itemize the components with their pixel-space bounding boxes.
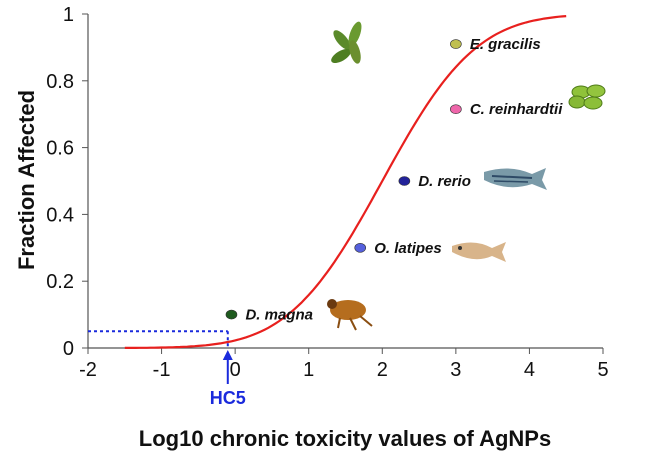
species-label: D. magna (245, 307, 313, 324)
y-ticks: 0 0.2 0.4 0.6 0.8 1 (46, 4, 88, 360)
chlamydomonas-image (568, 84, 606, 110)
medaka-image (452, 242, 506, 262)
daphnia-image (327, 299, 373, 331)
species-point (398, 176, 411, 186)
species-point (450, 39, 462, 49)
y-tick-label: 0.4 (46, 204, 74, 226)
y-tick-label: 1 (63, 4, 74, 26)
species-label: O. latipes (374, 240, 442, 257)
species-point (450, 104, 462, 114)
x-ticks: -2 -1 0 1 2 3 4 5 (79, 348, 609, 381)
hc5-arrow-head (222, 350, 233, 360)
species-points: D. magna O. latipes D. rerio C. reinhardtii… (225, 36, 563, 324)
fitted-ssd-curve (124, 15, 567, 349)
y-tick-label: 0.6 (46, 138, 74, 160)
species-label: D. rerio (418, 173, 471, 190)
species-point (225, 309, 238, 320)
hc5-label: HC5 (210, 388, 246, 408)
x-tick-label: 0 (230, 359, 241, 381)
x-tick-label: 1 (303, 359, 314, 381)
euglena-image (331, 21, 362, 64)
y-axis-title: Fraction Affected (14, 90, 39, 270)
y-tick-label: 0.8 (46, 71, 74, 93)
y-tick-label: 0 (63, 338, 74, 360)
x-tick-label: -1 (153, 359, 171, 381)
species-point (354, 243, 367, 253)
species-label: E. gracilis (470, 36, 541, 53)
y-tick-label: 0.2 (46, 271, 74, 293)
zebrafish-image (484, 168, 547, 190)
x-tick-label: 2 (377, 359, 388, 381)
x-tick-label: 4 (524, 359, 535, 381)
x-tick-label: 5 (597, 359, 608, 381)
species-label: C. reinhardtii (470, 101, 563, 118)
x-tick-label: -2 (79, 359, 97, 381)
x-axis-title: Log10 chronic toxicity values of AgNPs (139, 426, 551, 451)
x-tick-label: 3 (450, 359, 461, 381)
